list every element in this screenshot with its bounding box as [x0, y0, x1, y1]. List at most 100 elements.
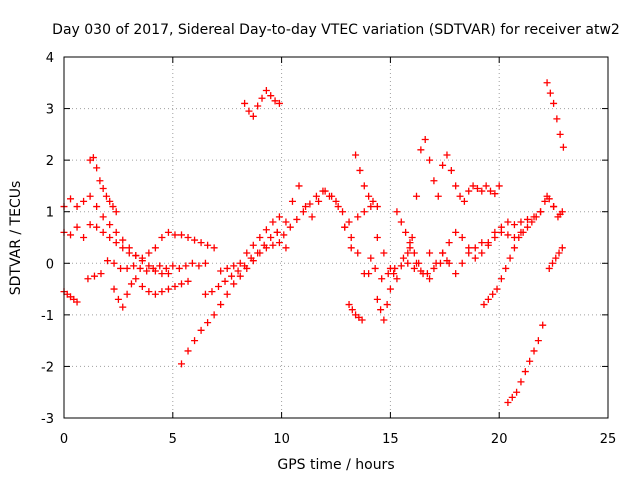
data-point — [367, 203, 375, 211]
data-point — [67, 231, 75, 239]
data-point — [214, 282, 222, 290]
data-point — [282, 218, 290, 226]
data-point — [532, 213, 540, 221]
data-point — [195, 262, 203, 270]
data-point — [417, 146, 425, 154]
data-point — [258, 94, 266, 102]
data-point — [348, 306, 356, 314]
data-point — [345, 301, 353, 309]
data-point — [269, 218, 277, 226]
data-point — [236, 272, 244, 280]
data-point — [495, 182, 503, 190]
data-point — [182, 262, 190, 270]
data-point — [539, 321, 547, 329]
data-point — [119, 244, 127, 252]
y-tick-label: 4 — [46, 51, 54, 66]
data-point — [234, 267, 242, 275]
data-point — [445, 259, 453, 267]
data-point — [354, 249, 362, 257]
data-point — [347, 244, 355, 252]
data-point — [169, 262, 177, 270]
data-point — [452, 270, 460, 278]
data-point — [112, 228, 120, 236]
data-point — [367, 254, 375, 262]
data-point — [471, 244, 479, 252]
data-point — [178, 360, 186, 368]
data-point — [80, 234, 88, 241]
series-trace-y — [545, 244, 566, 272]
data-point — [243, 249, 251, 257]
data-point — [319, 187, 327, 195]
data-point — [460, 197, 468, 205]
y-tick-label: 0 — [46, 257, 54, 272]
data-point — [299, 208, 307, 216]
data-point — [191, 337, 199, 345]
data-point — [178, 280, 186, 288]
data-point — [93, 203, 101, 211]
data-point — [410, 249, 418, 257]
data-point — [275, 239, 283, 247]
data-point — [271, 97, 279, 105]
data-point — [241, 99, 249, 107]
data-point — [158, 288, 166, 296]
data-point — [84, 275, 92, 283]
data-point — [249, 241, 257, 249]
y-tick-label: -3 — [41, 412, 54, 427]
data-point — [554, 213, 562, 221]
data-point — [86, 192, 94, 200]
data-point — [493, 285, 501, 293]
data-point — [136, 264, 144, 272]
data-point — [402, 228, 410, 236]
data-point — [383, 301, 391, 309]
data-point — [175, 264, 183, 272]
data-point — [334, 203, 342, 211]
data-point — [515, 234, 523, 241]
series-trace-x — [543, 79, 567, 151]
data-point — [110, 259, 118, 267]
data-point — [510, 244, 518, 252]
data-point — [230, 262, 238, 270]
data-point — [325, 192, 333, 200]
data-point — [293, 215, 301, 223]
data-point — [545, 264, 553, 272]
data-point — [254, 102, 262, 110]
data-point — [158, 234, 166, 241]
data-point — [517, 378, 525, 386]
data-point — [478, 239, 486, 247]
data-point — [360, 182, 368, 190]
data-point — [556, 130, 564, 138]
data-point — [430, 177, 438, 185]
data-point — [184, 234, 192, 241]
data-point — [89, 154, 97, 162]
data-points — [60, 79, 567, 407]
data-point — [282, 244, 290, 252]
data-point — [308, 213, 316, 221]
data-point — [80, 197, 88, 205]
data-point — [393, 208, 401, 216]
data-point — [73, 203, 81, 211]
data-point — [106, 197, 114, 205]
data-point — [97, 270, 105, 278]
data-point — [145, 249, 153, 257]
data-point — [132, 275, 140, 283]
data-point — [106, 234, 114, 241]
data-point — [443, 151, 451, 159]
data-point — [164, 228, 172, 236]
data-point — [210, 244, 218, 252]
data-point — [262, 226, 270, 234]
series-trace-m — [345, 301, 366, 324]
data-point — [241, 262, 249, 270]
series-trace-s — [404, 136, 503, 257]
data-point — [456, 192, 464, 200]
data-point — [210, 311, 218, 319]
data-point — [489, 290, 497, 298]
data-point — [480, 301, 488, 309]
data-point — [378, 275, 386, 283]
data-point — [127, 280, 135, 288]
data-point — [312, 192, 320, 200]
data-point — [132, 252, 140, 260]
data-point — [397, 218, 405, 226]
data-point — [117, 264, 125, 272]
y-tick-label: -2 — [41, 360, 54, 375]
series-trace-k — [282, 182, 375, 252]
